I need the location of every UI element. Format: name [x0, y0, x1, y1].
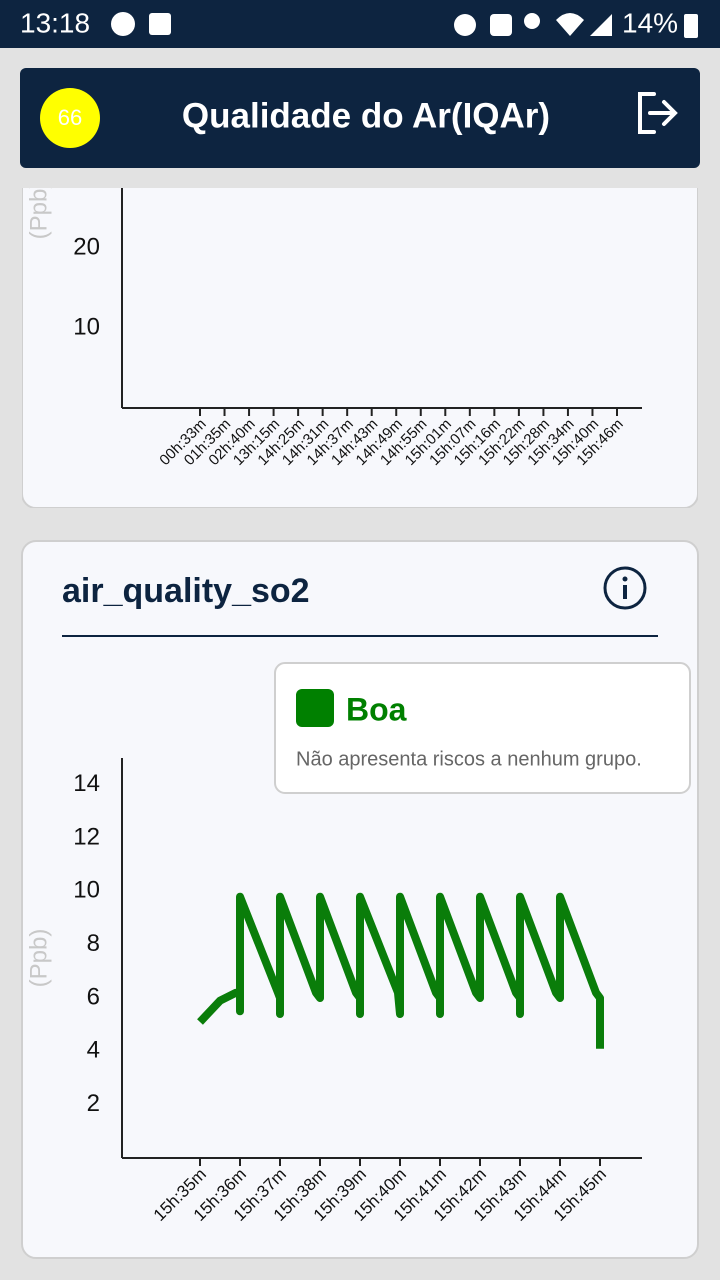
data-line [197, 892, 604, 1049]
card [22, 188, 698, 508]
tooltip-box [274, 662, 691, 794]
y-tick-label: 8 [87, 930, 100, 957]
header [20, 68, 700, 168]
y-tick-label: 4 [87, 1037, 100, 1064]
status-battery: 14% [622, 7, 678, 38]
y-tick-label: 6 [87, 983, 100, 1010]
chart-card: (Ppb) 102000h:33m01h:35m02h:40m13h:15m14… [22, 181, 698, 508]
y-tick-label: 10 [73, 877, 100, 904]
status-time: 13:18 [20, 7, 90, 38]
y-axis-label: (Ppb) [25, 929, 52, 988]
y-tick-label: 12 [73, 823, 100, 850]
level-swatch [296, 689, 334, 727]
aqi-value: 66 [58, 105, 82, 130]
info-button[interactable] [603, 566, 647, 610]
status-icon [149, 13, 171, 35]
status-icon [111, 12, 135, 36]
battery-icon [684, 14, 698, 38]
card-title: air_quality_so2 [62, 572, 310, 610]
y-tick-label: 10 [73, 313, 100, 340]
logout-button[interactable] [638, 92, 678, 134]
y-tick-label: 14 [73, 770, 100, 797]
header-title: Qualidade do Ar(IQAr) [182, 96, 550, 135]
y-tick-label: 20 [73, 233, 100, 260]
y-axis-label: (Ppb) [25, 181, 52, 240]
status-icons [454, 13, 612, 36]
level-name: Boa [346, 691, 407, 727]
aqi-badge [40, 88, 100, 148]
level-description: Não apresenta riscos a nenhum grupo. [296, 748, 642, 770]
tooltip: Boa Não apresenta riscos a nenhum grupo. [274, 662, 691, 794]
y-tick-label: 2 [87, 1090, 100, 1117]
